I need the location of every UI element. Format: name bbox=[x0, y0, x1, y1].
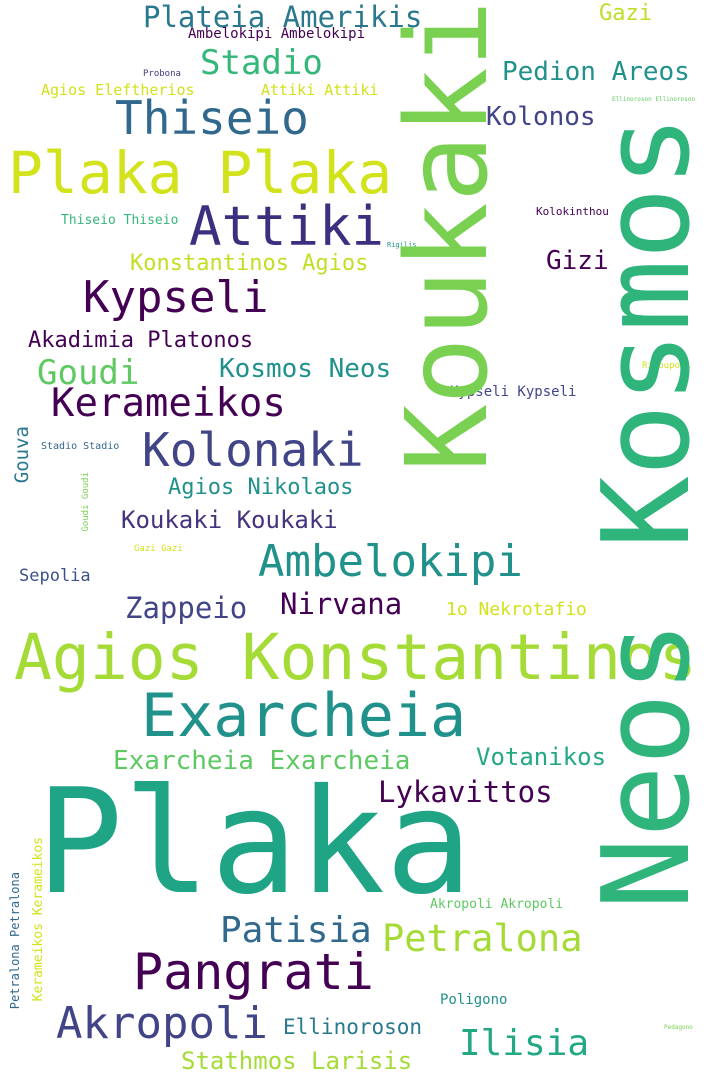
word-akropoli-akropoli: Akropoli Akropoli bbox=[430, 897, 564, 912]
word-goudi-goudi: Goudi Goudi bbox=[81, 472, 91, 532]
word-ambelokipi: Ambelokipi bbox=[258, 536, 523, 587]
word-gouva: Gouva bbox=[11, 426, 33, 484]
word-probona: Probona bbox=[143, 69, 181, 79]
word-exarcheia-exarcheia: Exarcheia Exarcheia bbox=[113, 746, 411, 776]
word-plaka-plaka: Plaka Plaka bbox=[8, 139, 393, 207]
word-pangrati: Pangrati bbox=[133, 943, 374, 1001]
word-attiki-attiki: Attiki Attiki bbox=[261, 81, 379, 99]
word-kerameikos: Kerameikos bbox=[51, 381, 286, 426]
word-ilisia: Ilisia bbox=[459, 1023, 590, 1064]
word-kerameikos-kerameikos: Kerameikos Kerameikos bbox=[31, 837, 46, 1002]
word-poligono: Poligono bbox=[440, 992, 508, 1008]
word-rigilis: Rigilis bbox=[387, 241, 417, 249]
word-patisia: Patisia bbox=[220, 910, 372, 951]
word-stadio: Stadio bbox=[200, 43, 323, 83]
word-agios-eleftherios: Agios Eleftherios bbox=[41, 81, 195, 99]
word-gazi-gazi: Gazi Gazi bbox=[134, 544, 183, 554]
word-ellinoroson: Ellinoroson bbox=[283, 1015, 423, 1039]
word-gizi: Gizi bbox=[546, 246, 609, 276]
word-stathmos-larisis: Stathmos Larisis bbox=[181, 1047, 413, 1075]
word-ambelokipi-ambelokipi: Ambelokipi Ambelokipi bbox=[188, 26, 366, 42]
word-petralona-petralona: Petralona Petralona bbox=[8, 872, 22, 1010]
word-kolonos: Kolonos bbox=[486, 102, 596, 132]
word-thiseio: Thiseio bbox=[115, 91, 309, 145]
word-thiseio-thiseio: Thiseio Thiseio bbox=[61, 213, 179, 228]
word-neos-kosmos: Neos Kosmos bbox=[578, 115, 717, 910]
word-pedagono: Pedagono bbox=[664, 1024, 693, 1031]
word-koukaki: Koukaki bbox=[383, 0, 513, 473]
word-konstantinos-agios: Konstantinos Agios bbox=[130, 251, 369, 276]
word-agios-konstantinos: Agios Konstantinos bbox=[14, 621, 697, 694]
word-votanikos: Votanikos bbox=[476, 743, 607, 771]
word-kolokinthou: Kolokinthou bbox=[536, 205, 609, 218]
word-rizoupoli: Rizoupoli bbox=[642, 361, 691, 371]
word-kosmos-neos: Kosmos Neos bbox=[219, 354, 392, 384]
word-pedion-areos: Pedion Areos bbox=[502, 57, 690, 87]
word-ellinoroson-ellinoroson: Ellinoroson Ellinoroson bbox=[612, 96, 696, 103]
word-agios-nikolaos: Agios Nikolaos bbox=[168, 475, 354, 500]
word-gazi: Gazi bbox=[599, 1, 652, 26]
word-plaka: Plaka bbox=[36, 758, 473, 927]
word-kypseli-kypseli: Kypseli Kypseli bbox=[450, 384, 577, 400]
word-attiki: Attiki bbox=[189, 195, 385, 258]
word-goudi: Goudi bbox=[37, 353, 140, 393]
word-zappeio: Zappeio bbox=[125, 591, 248, 625]
word-sepolia: Sepolia bbox=[19, 566, 91, 586]
word-akropoli: Akropoli bbox=[56, 998, 268, 1049]
word-1o-nekrotafio: 1o Nekrotafio bbox=[446, 599, 587, 620]
word-exarcheia: Exarcheia bbox=[141, 681, 467, 751]
word-plateia-amerikis: Plateia Amerikis bbox=[143, 0, 423, 34]
word-kolonaki: Kolonaki bbox=[142, 423, 364, 477]
word-akadimia-platonos: Akadimia Platonos bbox=[28, 328, 254, 353]
word-koukaki-koukaki: Koukaki Koukaki bbox=[121, 506, 338, 534]
word-petralona: Petralona bbox=[382, 917, 583, 960]
word-kypseli: Kypseli bbox=[83, 272, 269, 323]
word-stadio-stadio: Stadio Stadio bbox=[41, 441, 120, 452]
word-lykavittos: Lykavittos bbox=[378, 775, 553, 809]
word-nirvana: Nirvana bbox=[280, 587, 403, 621]
